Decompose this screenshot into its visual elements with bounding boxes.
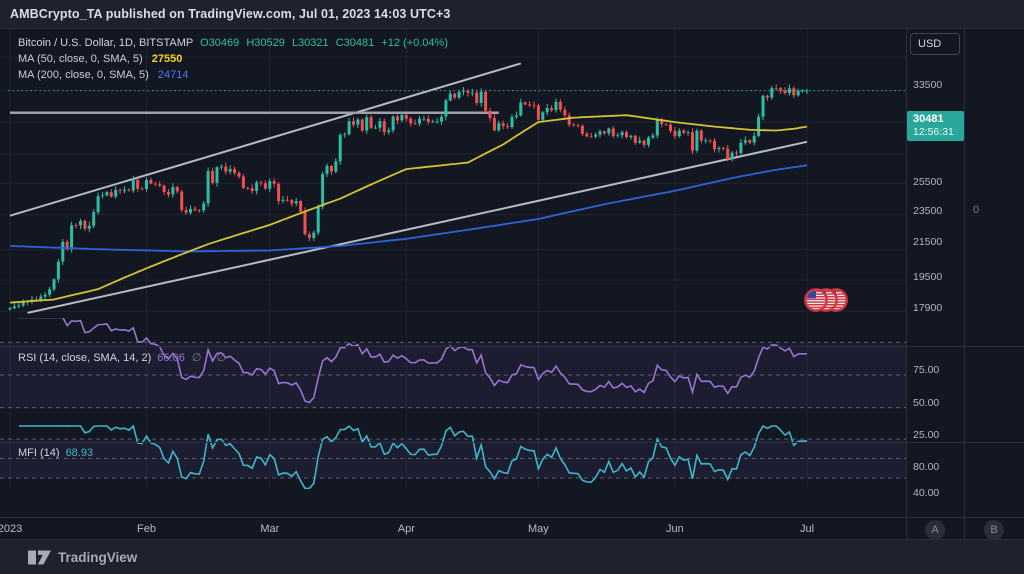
- close-value: C30481: [335, 37, 375, 49]
- header-bar: AMBCrypto_TA published on TradingView.co…: [0, 0, 1024, 28]
- mfi-label: MFI (14): [18, 447, 60, 459]
- tradingview-logo-icon: [28, 550, 51, 565]
- time-axis-label: Jul: [799, 523, 815, 535]
- ma200-value: 24714: [157, 69, 189, 81]
- price-tick-label: 25500: [913, 175, 943, 188]
- mfi-pane-separator[interactable]: [0, 442, 1024, 443]
- ma200-label: MA (200, close, 0, SMA, 5): [18, 69, 149, 81]
- last-price-value: 30481: [913, 112, 944, 125]
- ma50-row: MA (50, close, 0, SMA, 5) 27550: [18, 51, 448, 67]
- time-axis-label: Jun: [666, 523, 684, 535]
- mfi-tick-label: 40.00: [913, 486, 940, 499]
- ma200-row: MA (200, close, 0, SMA, 5) 24714: [18, 67, 448, 83]
- price-tick-label: 17900: [913, 301, 943, 314]
- overlay-axis-separator: [964, 29, 965, 541]
- ma50-line: [9, 114, 808, 304]
- ma200-line: [9, 164, 808, 253]
- snapshot-title: AMBCrypto_TA published on TradingView.co…: [10, 7, 451, 21]
- price-tick-label: 33500: [913, 78, 943, 91]
- scale-b-button[interactable]: B: [984, 520, 1004, 540]
- price-tick-label: 23500: [913, 204, 943, 217]
- change-value: +12 (+0.04%): [381, 37, 448, 49]
- us-flag-icons: [804, 288, 848, 312]
- low-value: L30321: [291, 37, 329, 49]
- currency-unit-button[interactable]: USD: [910, 33, 960, 55]
- scale-a-button[interactable]: A: [925, 520, 945, 540]
- time-axis[interactable]: 2023 Feb Mar Apr May Jun Jul A B: [0, 517, 1024, 541]
- rsi-value: 66.06: [157, 352, 185, 364]
- time-axis-label: Mar: [260, 523, 280, 535]
- rsi-tick-label: 25.00: [913, 429, 940, 442]
- mfi-tick-label: 80.00: [913, 460, 940, 473]
- rsi-label: RSI (14, close, SMA, 14, 2): [18, 352, 152, 364]
- time-axis-label: 2023: [0, 523, 23, 535]
- symbol-title: Bitcoin / U.S. Dollar, 1D, BITSTAMP: [18, 37, 194, 49]
- trendline-channel-upper: [9, 62, 522, 217]
- high-value: H30529: [246, 37, 285, 49]
- time-axis-label: Feb: [137, 523, 156, 535]
- ma50-label: MA (50, close, 0, SMA, 5): [18, 53, 143, 65]
- rsi-tick-label: 75.00: [913, 363, 940, 376]
- rsi-tick-label: 50.00: [913, 396, 940, 409]
- price-axis[interactable]: USD 33500 25500 23500 21500 19500 17900 30481…: [907, 29, 964, 517]
- open-value: O30469: [200, 37, 240, 49]
- mfi-line: [18, 424, 807, 489]
- chart-legend: Bitcoin / U.S. Dollar, 1D, BITSTAMP O304…: [18, 35, 448, 83]
- chart-widget: Bitcoin / U.S. Dollar, 1D, BITSTAMP O304…: [0, 28, 1024, 541]
- trendline-channel-lower: [27, 140, 808, 314]
- price-tick-label: 19500: [913, 271, 943, 284]
- last-price-badge: 30481 12:56:31: [907, 110, 964, 141]
- rsi-legend: RSI (14, close, SMA, 14, 2) 66.06 ∅ ∅: [18, 351, 232, 364]
- tradingview-brand[interactable]: TradingView: [28, 549, 137, 566]
- ma50-value: 27550: [151, 53, 183, 65]
- footer-bar: TradingView: [0, 540, 1024, 574]
- symbol-row: Bitcoin / U.S. Dollar, 1D, BITSTAMP O304…: [18, 35, 448, 51]
- mfi-legend: MFI (14) 68.93: [18, 447, 93, 459]
- price-axis-separator: [906, 29, 907, 541]
- rsi-line: [18, 318, 807, 404]
- overlay-zero-label: 0: [973, 204, 980, 216]
- time-axis-label: May: [528, 523, 549, 535]
- rsi-pane-separator[interactable]: [0, 346, 1024, 347]
- overlay-scale-column[interactable]: 0: [965, 29, 1024, 517]
- brand-text: TradingView: [58, 550, 138, 565]
- time-axis-label: Apr: [397, 523, 415, 535]
- mfi-value: 68.93: [65, 447, 94, 459]
- time-axis-labels[interactable]: 2023 Feb Mar Apr May Jun Jul: [0, 518, 906, 542]
- price-chart[interactable]: [0, 29, 906, 517]
- rsi-empty-values: ∅ ∅: [191, 352, 233, 364]
- price-tick-label: 21500: [913, 236, 943, 249]
- bar-countdown: 12:56:31: [913, 125, 954, 138]
